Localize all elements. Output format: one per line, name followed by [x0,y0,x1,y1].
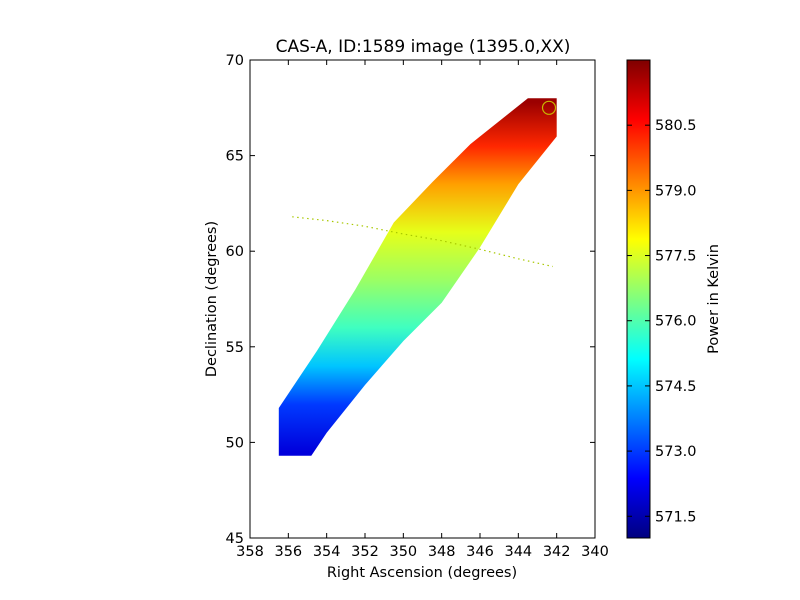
colorbar-gradient [626,59,651,539]
y-tick-label: 50 [226,435,244,451]
y-axis: 45 50 55 60 65 70 [226,53,595,547]
dotted-curve [292,216,553,268]
source-marker [541,100,557,115]
colorbar-tick-label: 574.5 [655,379,697,395]
colorbar: 571.5 573.0 574.5 576.0 577.5 579.0 580.5 Powe… [626,59,722,539]
y-tick-label: 55 [226,340,244,356]
colorbar-tick-label: 576.0 [655,314,697,330]
x-axis: 358 356 354 352 350 348 346 344 342 340 [236,60,609,560]
coverage-band [278,98,557,456]
x-tick-label: 356 [274,544,302,560]
colorbar-tick-label: 580.5 [655,118,697,134]
colorbar-tick-label: 571.5 [655,509,697,525]
y-tick-label: 60 [226,244,244,260]
chart-title: CAS-A, ID:1589 image (1395.0,XX) [276,37,571,57]
x-tick-label: 342 [543,544,571,560]
y-tick-label: 70 [226,53,244,69]
plot-frame [249,59,596,539]
x-tick-label: 354 [313,544,341,560]
y-tick-label: 65 [226,149,244,165]
colorbar-ticks: 571.5 573.0 574.5 576.0 577.5 579.0 580.5 [627,118,697,525]
x-tick-label: 358 [236,544,264,560]
x-tick-label: 350 [389,544,417,560]
x-tick-label: 352 [351,544,379,560]
x-tick-label: 348 [428,544,456,560]
y-axis-label: Declination (degrees) [204,221,220,377]
colorbar-label: Power in Kelvin [706,244,722,354]
colorbar-tick-label: 577.5 [655,249,697,265]
x-tick-label: 340 [581,544,609,560]
x-tick-label: 346 [466,544,494,560]
colorbar-tick-label: 573.0 [655,444,697,460]
x-tick-label: 344 [504,544,532,560]
y-tick-label: 45 [226,531,244,547]
colorbar-tick-label: 579.0 [655,183,697,199]
plot-area [278,98,557,456]
x-axis-label: Right Ascension (degrees) [327,565,517,581]
